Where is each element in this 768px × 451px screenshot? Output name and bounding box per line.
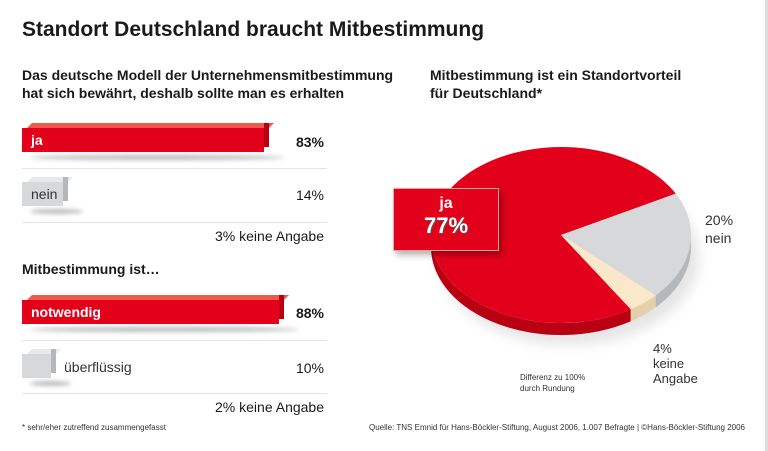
divider — [22, 222, 327, 223]
note: 3% keine Angabe — [215, 228, 324, 244]
pie-side-keine-Angabe — [630, 295, 656, 322]
pie-slice-nein — [561, 193, 691, 296]
pie-side-ja — [431, 235, 631, 335]
pie-side-nein — [655, 235, 691, 308]
note: 2% keine Angabe — [215, 399, 324, 415]
pie-note: Differenz zu 100% durch Rundung — [520, 372, 585, 394]
slice-value: 20% — [705, 212, 734, 228]
note-line: durch Rundung — [520, 384, 575, 393]
slice-label: Angabe — [653, 371, 698, 386]
pie-title: Mitbestimmung ist ein Standortvorteil fü… — [430, 66, 681, 102]
divider — [22, 168, 327, 169]
pie-label-nein: 20% nein — [705, 211, 733, 247]
slice-label: nein — [705, 230, 732, 246]
slice-label: keine — [653, 356, 685, 371]
divider — [22, 393, 327, 394]
bar-label: überflüssig — [64, 359, 132, 375]
slice-value: 77% — [423, 213, 469, 238]
title-line: Das deutsche Modell der Unternehmensmitb… — [22, 67, 394, 83]
value-label: 14% — [295, 187, 324, 203]
bar-label: notwendig — [31, 304, 101, 320]
bar-ja: ja — [22, 123, 285, 160]
bar-nein: nein — [22, 177, 83, 214]
slice-value: 4% — [653, 341, 672, 356]
title-line: Mitbestimmung ist ein Standortvorteil — [430, 67, 682, 83]
title-line: für Deutschland* — [430, 85, 543, 101]
note-line: Differenz zu 100% — [520, 373, 586, 382]
bar-chart-1-title: Das deutsche Modell der Unternehmensmitb… — [22, 66, 393, 102]
slice-label: ja — [439, 195, 453, 212]
value-label: 88% — [295, 305, 324, 321]
pie-slice-keine-Angabe — [561, 235, 656, 310]
divider — [22, 340, 327, 341]
page-title: Standort Deutschland braucht Mitbestimmu… — [22, 18, 485, 41]
bar-ueberfluessig — [22, 349, 72, 386]
bar-notwendig: notwendig — [22, 295, 299, 332]
value-label: 83% — [295, 134, 324, 150]
title-line: hat sich bewährt, deshalb sollte man es … — [22, 85, 345, 101]
bar-chart-2-title: Mitbestimmung ist… — [22, 261, 160, 277]
source: Quelle: TNS Emnid für Hans-Böckler-Stift… — [368, 423, 745, 432]
pie-label-ja: ja 77% — [393, 188, 499, 251]
value-label: 10% — [295, 360, 324, 376]
bar-label: nein — [31, 186, 58, 202]
footnote: * sehr/eher zutreffend zusammengefasst — [22, 423, 166, 432]
bar-label: ja — [31, 132, 43, 148]
pie-label-keine-angabe: 4% keine Angabe — [653, 341, 698, 386]
